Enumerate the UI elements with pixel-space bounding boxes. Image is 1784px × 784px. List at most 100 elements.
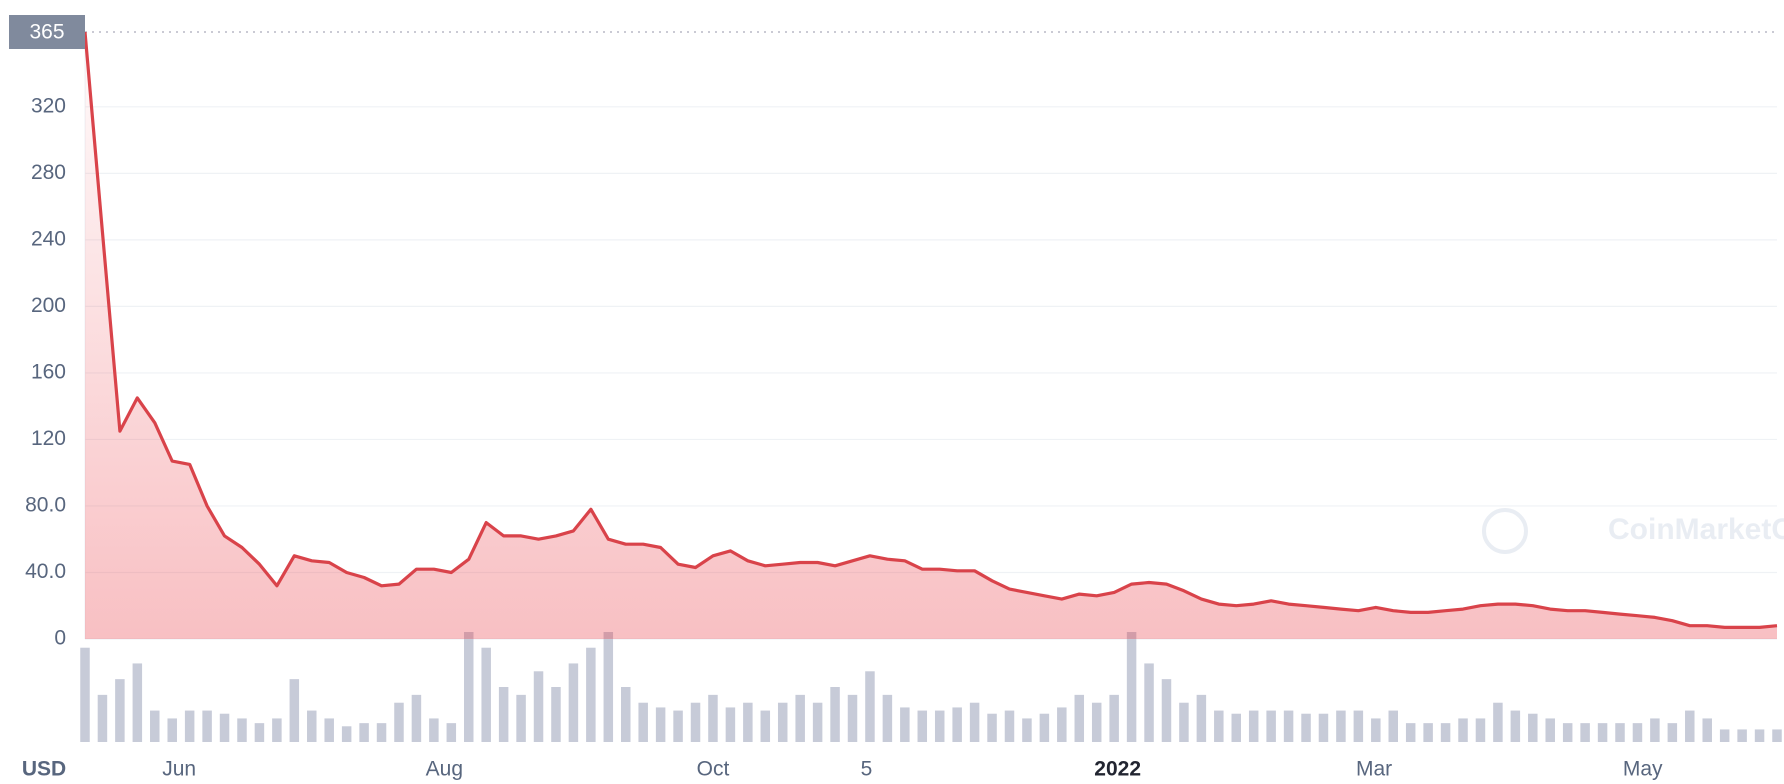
volume-bar [1458,718,1468,742]
volume-bar [219,713,230,742]
volume-bar [97,694,108,742]
x-tick-label: 2022 [1094,758,1141,781]
volume-bar [411,694,422,742]
volume-bar [1074,694,1085,742]
volume-bar [795,694,805,742]
volume-bar [289,679,300,742]
volume-bar [324,718,334,742]
volume-bar [167,718,177,742]
volume-bar [1545,718,1555,742]
price-line [83,31,1778,629]
volume-bar [1353,710,1364,742]
y-tick-label: 200 [31,294,66,317]
volume-bar [1510,710,1521,742]
volume-bar [638,702,648,742]
volume-bars [80,632,1782,742]
line [83,31,1778,629]
currency-label: USD [22,758,66,781]
volume-bar [1702,718,1712,742]
volume-bar [272,718,282,742]
volume-bar [830,687,840,742]
volume-bar [1440,723,1451,742]
y-tick-label: 40.0 [25,560,66,583]
y-tick-label: 240 [31,227,66,250]
volume-bar [777,702,788,742]
volume-bar [1667,723,1678,742]
volume-bar [1493,702,1503,742]
x-tick-label: Mar [1356,758,1392,781]
volume-bar [376,723,387,742]
volume-bar [690,702,701,742]
watermark-logo [1482,508,1528,554]
volume-bar [1283,710,1294,742]
volume-bar [603,632,614,742]
volume-bar [1632,723,1643,742]
volume-bar [1214,710,1224,742]
volume-bar [987,713,997,742]
watermark: CoinMarketCap [1608,513,1784,546]
labels: 0 40.0 80.0 120 160 200 240 280 320 Jun Aug Oct 5 202… [9,15,1663,781]
x-tick-label: Aug [426,758,463,781]
volume-bar [1161,679,1172,742]
volume-bar [586,647,596,742]
volume-bar [115,679,125,742]
volume-bar [725,707,736,742]
volume-bar [202,710,212,742]
volume-bar [952,707,962,742]
volume-bar [1266,710,1276,742]
volume-bar [498,687,509,742]
volume-bar [1650,718,1660,742]
volume-bar [394,702,404,742]
volume-bar [1772,729,1782,742]
volume-bar [708,694,718,742]
volume-bar [1580,723,1590,742]
volume-bar [481,647,491,742]
volume-bar [184,710,195,742]
y-tick-label: 320 [31,94,66,117]
y-tick-label: 280 [31,161,66,184]
volume-bar [1615,723,1625,742]
volume-bar [847,694,858,742]
x-tick-label: May [1623,758,1663,781]
volume-bar [1109,694,1119,742]
volume-bar [743,702,753,742]
volume-bar [132,663,143,742]
y-tick-label: 120 [31,427,66,450]
volume-bar [464,632,474,742]
volume-bar [307,710,317,742]
volume-bar [1179,702,1189,742]
volume-bar [917,710,928,742]
volume-bar [429,718,439,742]
x-tick-label: Oct [697,758,730,781]
volume-bar [516,694,526,742]
y-tick-label: 0 [54,627,66,650]
volume-bar [655,707,666,742]
volume-bar [1004,710,1015,742]
reference-label: 365 [29,21,64,44]
volume-bar [446,723,457,742]
volume-bar [969,702,980,742]
x-tick-label: 5 [861,758,873,781]
volume-bar [882,694,893,742]
x-tick-label: Jun [162,758,196,781]
volume-bar [1685,710,1695,742]
volume-bar [1737,729,1747,742]
volume-bar [673,710,683,742]
volume-bar [568,663,579,742]
volume-bar [1371,718,1381,742]
volume-bar [237,718,247,742]
volume-bar [1126,632,1137,742]
volume-bar [865,671,875,742]
volume-bar [1475,718,1486,742]
volume-bar [1231,713,1242,742]
volume-bar [1388,710,1398,742]
volume-bar [900,707,910,742]
volume-bar [1528,713,1538,742]
volume-bar [551,687,561,742]
volume-bar [1405,723,1416,742]
volume-bar [812,702,823,742]
volume-bar [1057,707,1067,742]
volume-bar [1039,713,1050,742]
volume-bar [533,671,544,742]
